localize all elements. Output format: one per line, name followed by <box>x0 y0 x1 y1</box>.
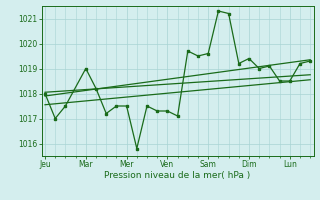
X-axis label: Pression niveau de la mer( hPa ): Pression niveau de la mer( hPa ) <box>104 171 251 180</box>
